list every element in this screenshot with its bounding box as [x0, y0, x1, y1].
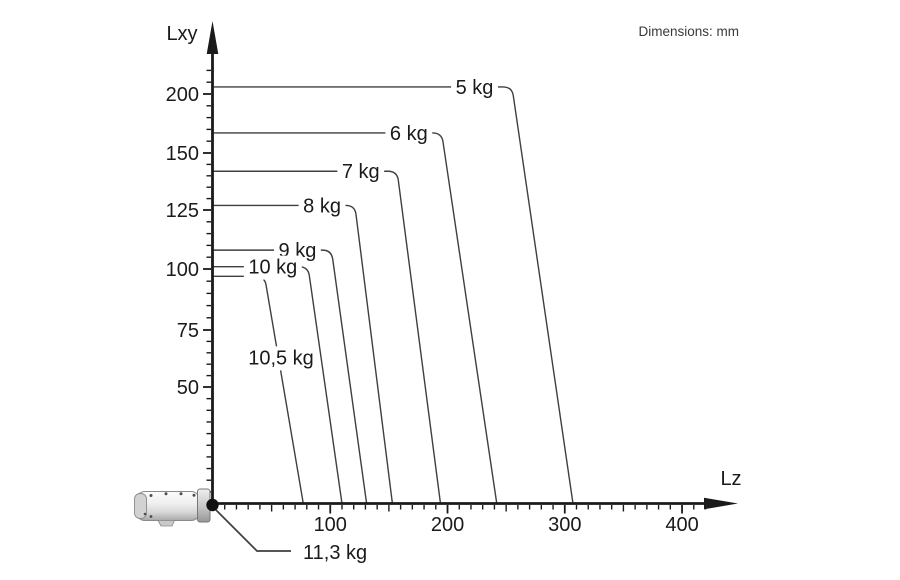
curve-9-kg [213, 249, 368, 504]
x-tick-label-200: 200 [431, 514, 464, 536]
curve-10-5-kg [213, 275, 304, 504]
curve-label-10-kg: 10 kg [248, 257, 297, 279]
curve-label-bg [385, 121, 433, 146]
robot-wrist-foot [157, 520, 176, 527]
origin-dot [206, 498, 219, 512]
curve-label-bg [298, 194, 346, 219]
curve-5-kg [213, 86, 574, 504]
y-axis-arrow-icon [206, 21, 219, 54]
curve-7-kg [213, 170, 442, 504]
curve-6-kg [213, 132, 498, 504]
x-tick-label-100: 100 [314, 514, 347, 536]
y-axis-ticks: 50 75 100 125 150 200 [166, 69, 211, 493]
y-tick-label-125: 125 [166, 200, 199, 222]
curve-label-bg [337, 160, 385, 185]
x-tick-label-400: 400 [665, 514, 698, 536]
curve-label-8-kg: 8 kg [303, 195, 341, 217]
curve-label-7-kg: 7 kg [342, 161, 380, 183]
payload-curves [213, 86, 574, 504]
curve-label-bg [243, 346, 319, 371]
curve-10-kg [213, 265, 343, 504]
x-axis-title: Lz [720, 468, 741, 490]
curve-label-bg [451, 75, 498, 100]
curve-label-5-kg: 5 kg [456, 77, 494, 99]
max-payload-label: 11,3 kg [303, 542, 367, 564]
curve-label-bg [243, 255, 302, 280]
y-axis-title: Lxy [166, 23, 197, 45]
x-tick-label-300: 300 [548, 514, 581, 536]
curve-8-kg [213, 204, 394, 504]
curve-label-10-5-kg: 10,5 kg [248, 347, 314, 369]
dimensions-note: Dimensions: mm [638, 24, 739, 39]
robot-wrist-cap [134, 493, 147, 519]
y-tick-label-50: 50 [177, 377, 199, 399]
robot-wrist-screws [143, 492, 196, 518]
curve-label-6-kg: 6 kg [390, 123, 428, 145]
x-axis-ticks: 100 200 300 400 [224, 505, 707, 536]
y-tick-label-75: 75 [177, 320, 199, 342]
max-payload-leader-line [215, 509, 291, 552]
y-tick-label-200: 200 [166, 84, 199, 106]
x-axis-arrow-icon [704, 497, 738, 510]
y-tick-label-100: 100 [166, 259, 199, 281]
robot-wrist-image [134, 488, 211, 527]
y-tick-label-150: 150 [166, 143, 199, 165]
